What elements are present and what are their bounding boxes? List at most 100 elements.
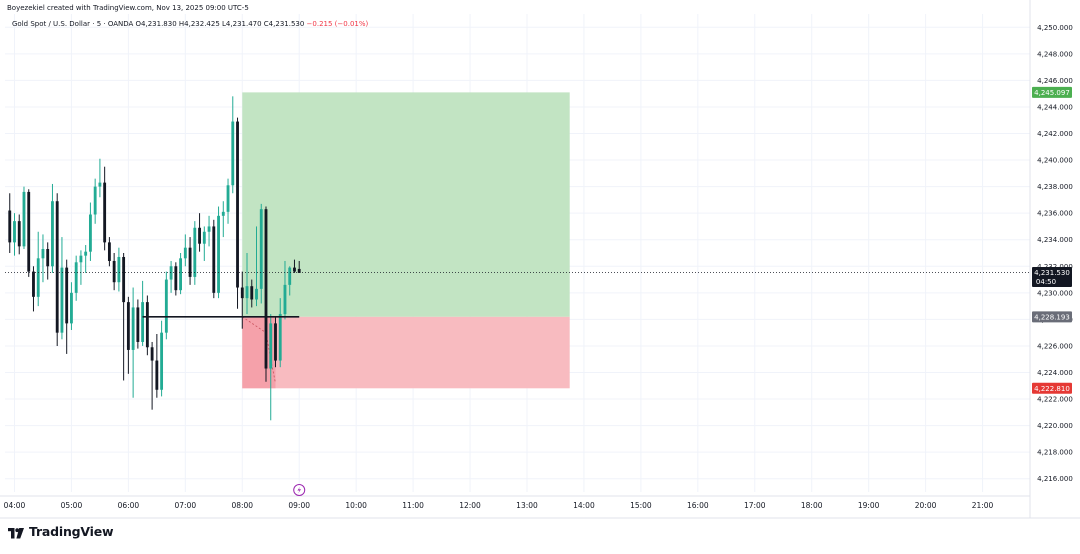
legend-high: H4,232.425 (178, 20, 220, 28)
current-price-tag: 4,231.530 (1034, 269, 1070, 277)
time-tick-label: 15:00 (630, 501, 652, 510)
legend-open: O4,231.830 (135, 20, 177, 28)
candle-body (240, 287, 244, 299)
symbol-legend: Gold Spot / U.S. Dollar · 5 · OANDA O4,2… (12, 20, 368, 28)
candle-body (79, 255, 83, 263)
candle-body (22, 191, 26, 247)
candle-body (179, 258, 183, 291)
time-tick-label: 07:00 (175, 501, 197, 510)
candle-body (51, 201, 54, 267)
candle-body (150, 347, 154, 361)
candle-body (107, 242, 111, 261)
candle-body (212, 226, 216, 293)
candle-body (293, 267, 296, 272)
candle-body (13, 221, 16, 243)
candle-body (41, 249, 45, 259)
candle-body (74, 262, 78, 293)
price-tick-label: 4,218.000 (1037, 449, 1073, 457)
candle-body (55, 201, 59, 333)
price-tick-label: 4,226.000 (1037, 342, 1073, 350)
candle-body (65, 267, 69, 324)
candle-body (274, 323, 277, 361)
time-tick-label: 04:00 (4, 501, 26, 510)
candle-body (36, 258, 40, 297)
time-tick-label: 16:00 (687, 501, 709, 510)
candle-body (17, 221, 21, 247)
candle-body (93, 186, 97, 215)
tradingview-wordmark: TradingView (29, 524, 114, 539)
candle-body (188, 247, 192, 277)
price-tick-label: 4,232.000 (1037, 263, 1073, 271)
price-tick-label: 4,248.000 (1037, 50, 1073, 58)
price-tick-label: 4,240.000 (1037, 157, 1073, 165)
time-tick-label: 10:00 (345, 501, 367, 510)
time-tick-label: 06:00 (118, 501, 140, 510)
entry-price-tag: 4,228.193 (1034, 313, 1070, 321)
candle-body (160, 332, 164, 390)
time-tick-label: 11:00 (402, 501, 424, 510)
time-tick-label: 12:00 (459, 501, 481, 510)
candle-body (136, 307, 140, 342)
candle-body (141, 302, 145, 342)
lightning-icon (293, 484, 306, 496)
price-tick-label: 4,234.000 (1037, 236, 1073, 244)
time-axis[interactable]: 04:00 05:00 06:00 07:00 08:00 09:00 10:00 11:00… (4, 501, 994, 510)
candle-body (27, 191, 31, 272)
price-tick-label: 4,250.000 (1037, 24, 1073, 32)
candle-body (174, 266, 178, 291)
time-tick-label: 05:00 (61, 501, 83, 510)
price-tick-label: 4,242.000 (1037, 130, 1073, 138)
legend-low: L4,231.470 (222, 20, 262, 28)
candle-body (84, 251, 88, 256)
candle-body (131, 307, 135, 350)
candle-body (122, 256, 126, 303)
time-tick-label: 20:00 (915, 501, 937, 510)
legend-symbol[interactable]: Gold Spot / U.S. Dollar · 5 · OANDA (12, 20, 134, 28)
legend-close: C4,231.530 (263, 20, 305, 28)
candle-body (60, 267, 64, 333)
price-tick-label: 4,238.000 (1037, 183, 1073, 191)
time-tick-label: 18:00 (801, 501, 823, 510)
price-axis[interactable]: 4,216.000 4,218.000 4,220.000 4,222.000 4,22… (1032, 24, 1073, 483)
candles (8, 96, 301, 421)
candle-body (164, 279, 168, 333)
chart-attribution: Boyezekiel created with TradingView.com,… (7, 4, 249, 12)
time-tick-label: 19:00 (858, 501, 880, 510)
countdown-label: 04:50 (1036, 278, 1056, 286)
price-tick-label: 4,220.000 (1037, 422, 1073, 430)
tradingview-brand[interactable]: TradingView (8, 524, 114, 539)
price-tick-label: 4,230.000 (1037, 289, 1073, 297)
time-tick-label: 13:00 (516, 501, 538, 510)
candle-body (70, 292, 73, 324)
target-price-tag-bg (1032, 86, 1072, 98)
candle-body (259, 209, 263, 289)
candle-body (32, 271, 35, 297)
time-tick-label: 08:00 (231, 501, 253, 510)
price-tick-label: 4,222.000 (1037, 396, 1073, 404)
event-marker-bolt (297, 486, 302, 494)
candle-body (183, 247, 187, 259)
time-tick-label: 09:00 (288, 501, 310, 510)
candle-body (264, 209, 268, 369)
time-tick-label: 14:00 (573, 501, 595, 510)
candle-body (283, 284, 287, 315)
stop-price-tag-bg (1032, 382, 1072, 394)
candle-body (278, 314, 282, 361)
position-tool[interactable] (242, 92, 570, 389)
target-price-tag: 4,245.097 (1034, 89, 1070, 97)
price-tick-label: 4,216.000 (1037, 475, 1073, 483)
candle-body (269, 323, 273, 369)
candle-body (98, 182, 102, 187)
current-price-tag-bg (1032, 267, 1072, 288)
candle-body (226, 185, 230, 212)
candle-body (221, 211, 225, 216)
time-tick-label: 21:00 (972, 501, 994, 510)
candle-body (193, 227, 197, 277)
candle-body (231, 121, 235, 186)
candle-body (255, 288, 258, 300)
profit-zone (242, 92, 570, 317)
price-tick-label: 4,236.000 (1037, 210, 1073, 218)
candle-body (288, 267, 292, 285)
